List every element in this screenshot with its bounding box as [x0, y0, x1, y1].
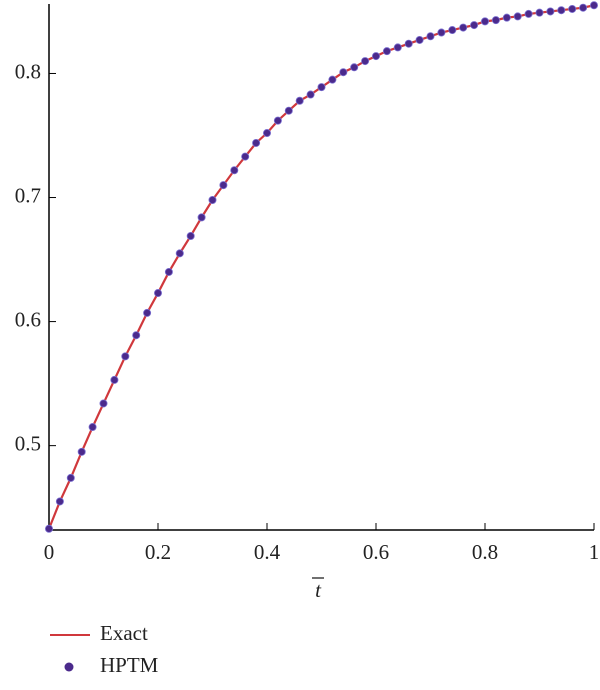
data-point: [371, 52, 380, 61]
data-point: [295, 96, 304, 105]
data-point: [55, 497, 64, 506]
data-point: [45, 524, 54, 533]
data-point: [579, 3, 588, 12]
data-point: [153, 289, 162, 298]
x-axis-label: t: [315, 578, 322, 602]
data-point: [382, 47, 391, 56]
data-point: [557, 6, 566, 15]
data-point: [590, 1, 599, 10]
data-point: [459, 23, 468, 32]
data-point: [121, 352, 130, 361]
data-point: [99, 399, 108, 408]
data-point: [252, 138, 261, 147]
data-point: [480, 17, 489, 26]
data-point: [273, 116, 282, 125]
data-point: [535, 8, 544, 17]
x-tick-label: 0.2: [145, 540, 171, 564]
legend-marker: [64, 662, 74, 672]
data-point: [66, 473, 75, 482]
data-point: [491, 16, 500, 25]
data-point: [219, 181, 228, 190]
data-point: [306, 90, 315, 99]
data-point: [426, 32, 435, 41]
data-point: [524, 9, 533, 18]
data-point: [339, 68, 348, 77]
data-point: [164, 267, 173, 276]
data-point: [317, 83, 326, 92]
data-point: [568, 4, 577, 13]
data-point: [284, 106, 293, 115]
data-point: [404, 39, 413, 48]
data-point: [502, 13, 511, 22]
data-point: [241, 152, 250, 161]
data-point: [208, 196, 217, 205]
data-point: [88, 423, 97, 432]
legend-label: HPTM: [100, 653, 159, 677]
data-point: [186, 231, 195, 240]
legend-label: Exact: [100, 621, 148, 645]
data-point: [262, 129, 271, 138]
data-point: [230, 166, 239, 175]
data-point: [328, 75, 337, 84]
y-tick-label: 0.7: [15, 183, 41, 207]
x-tick-label: 0: [44, 540, 55, 564]
data-point: [361, 57, 370, 66]
data-point: [546, 7, 555, 16]
data-point: [132, 331, 141, 340]
y-tick-label: 0.5: [15, 431, 41, 455]
x-tick-label: 0.6: [363, 540, 389, 564]
data-point: [143, 308, 152, 317]
y-tick-label: 0.6: [15, 307, 41, 331]
x-tick-label: 0.8: [472, 540, 498, 564]
data-point: [197, 213, 206, 222]
data-point: [110, 375, 119, 384]
data-point: [415, 35, 424, 44]
x-tick-label: 1: [589, 540, 600, 564]
data-point: [513, 12, 522, 21]
y-tick-label: 0.8: [15, 59, 41, 83]
data-point: [448, 26, 457, 35]
data-point: [77, 447, 86, 456]
data-point: [175, 249, 184, 258]
data-point: [393, 43, 402, 52]
data-point: [350, 63, 359, 72]
x-tick-label: 0.4: [254, 540, 281, 564]
data-point: [470, 21, 479, 30]
data-point: [437, 28, 446, 37]
